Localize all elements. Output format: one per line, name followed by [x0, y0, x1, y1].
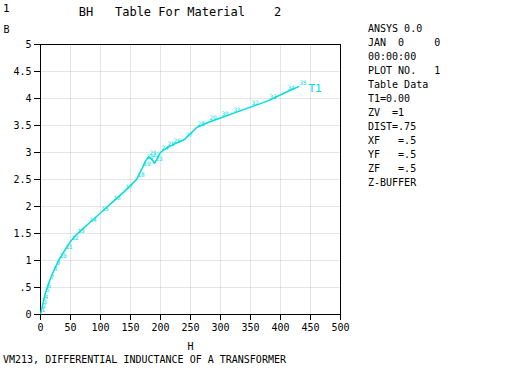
svg-text:400: 400: [271, 322, 289, 333]
svg-text:4.5: 4.5: [13, 66, 31, 77]
svg-text:5: 5: [46, 286, 50, 294]
svg-text:9: 9: [57, 259, 61, 266]
svg-text:4: 4: [45, 293, 49, 300]
svg-text:20: 20: [146, 153, 154, 161]
svg-text:5: 5: [25, 39, 31, 50]
svg-text:200: 200: [151, 322, 169, 333]
svg-text:2: 2: [25, 201, 31, 212]
svg-text:18: 18: [138, 171, 146, 178]
svg-text:26: 26: [174, 137, 182, 144]
svg-text:3.5: 3.5: [13, 120, 31, 131]
svg-text:7: 7: [51, 273, 55, 280]
svg-text:14: 14: [90, 216, 98, 223]
svg-text:29: 29: [210, 114, 218, 121]
svg-text:6: 6: [48, 282, 52, 289]
svg-text:12: 12: [72, 234, 80, 241]
svg-text:16: 16: [114, 194, 122, 201]
svg-text:27: 27: [186, 131, 194, 138]
html-text:YF =.5: YF =.5: [368, 149, 417, 160]
svg-text:11: 11: [66, 243, 74, 250]
svg-text:15: 15: [102, 205, 110, 212]
svg-text:450: 450: [301, 322, 319, 333]
html-text:00:00:00: 00:00:00: [368, 51, 417, 62]
html-text:Z-BUFFER: Z-BUFFER: [368, 177, 417, 188]
svg-text:8: 8: [54, 265, 58, 272]
html-text:ZF =.5: ZF =.5: [368, 163, 417, 174]
svg-text:1: 1: [25, 255, 31, 266]
html-text:DIST=.75: DIST=.75: [368, 121, 417, 132]
svg-text:T1: T1: [309, 82, 322, 95]
svg-text:17: 17: [126, 183, 134, 190]
svg-text:3: 3: [43, 298, 47, 306]
svg-text:50: 50: [64, 322, 76, 333]
svg-text:250: 250: [181, 322, 199, 333]
svg-text:0: 0: [25, 309, 31, 320]
svg-text:H: H: [187, 341, 193, 352]
svg-text:30: 30: [222, 110, 230, 117]
svg-text:0: 0: [37, 322, 43, 333]
svg-text:24: 24: [161, 144, 169, 152]
svg-text:35: 35: [300, 79, 308, 86]
html-text:VM213, DIFFERENTIAL INDUCTANCE: VM213, DIFFERENTIAL INDUCTANCE OF A TRAN…: [3, 354, 286, 365]
svg-text:500: 500: [331, 322, 349, 333]
svg-text:13: 13: [78, 227, 86, 234]
html-text:ANSYS 0.0: ANSYS 0.0: [368, 23, 423, 34]
svg-text:31: 31: [234, 106, 242, 113]
svg-text:32: 32: [252, 99, 260, 106]
svg-text:150: 150: [121, 322, 139, 333]
svg-text:B: B: [4, 24, 10, 35]
svg-text:19: 19: [144, 160, 152, 167]
svg-text:1: 1: [41, 306, 46, 314]
svg-text:100: 100: [91, 322, 109, 333]
html-text:ZV =1: ZV =1: [368, 107, 405, 118]
svg-text:10: 10: [60, 252, 68, 259]
svg-text:23: 23: [156, 155, 164, 162]
html-text:T1=0.00: T1=0.00: [368, 93, 411, 104]
html-text:Table Data: Table Data: [368, 79, 429, 90]
svg-text:2: 2: [42, 302, 46, 310]
svg-text:25: 25: [167, 140, 175, 148]
svg-text:350: 350: [241, 322, 259, 333]
svg-text:.5: .5: [19, 282, 31, 293]
svg-text:2.5: 2.5: [13, 174, 31, 185]
html-text:PLOT NO. 1: PLOT NO. 1: [368, 65, 441, 76]
html-text:1: 1: [3, 2, 10, 15]
svg-text:33: 33: [270, 93, 278, 100]
svg-text:3: 3: [25, 147, 31, 158]
html-text:XF =.5: XF =.5: [368, 135, 417, 146]
svg-text:34: 34: [288, 84, 296, 91]
html-text:BH Table For Material 2: BH Table For Material 2: [78, 5, 282, 19]
svg-text:28: 28: [198, 120, 206, 127]
svg-text:1.5: 1.5: [13, 228, 31, 239]
svg-text:300: 300: [211, 322, 229, 333]
svg-text:4: 4: [25, 93, 31, 104]
html-text:JAN 0 0: JAN 0 0: [368, 37, 441, 48]
